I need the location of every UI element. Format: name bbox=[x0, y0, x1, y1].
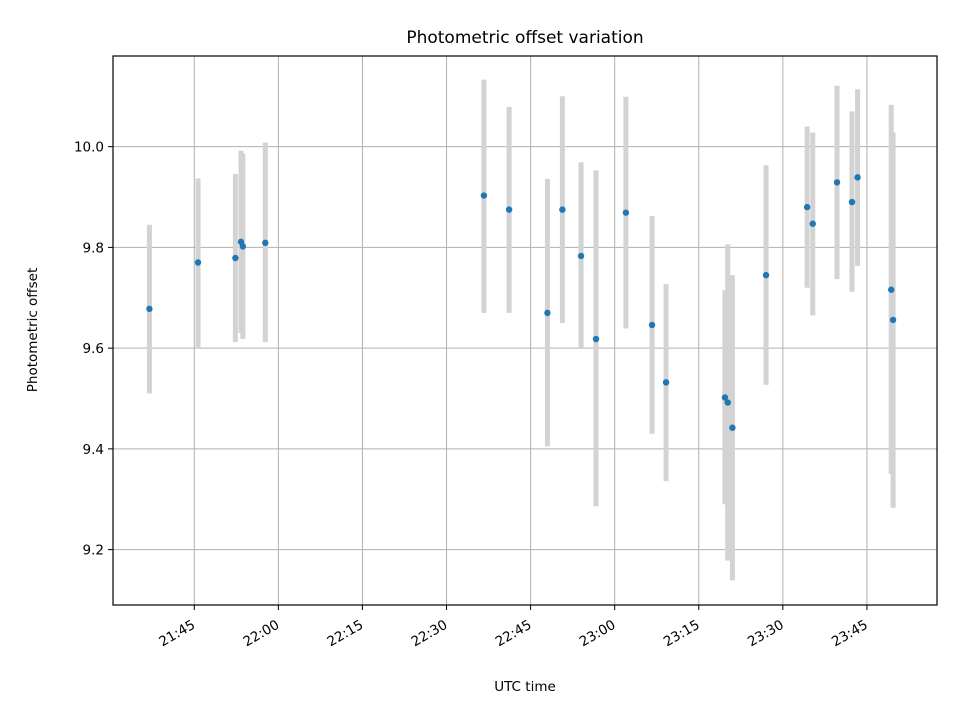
data-point bbox=[232, 254, 239, 262]
data-point bbox=[544, 309, 551, 317]
data-point bbox=[262, 239, 269, 247]
data-point bbox=[577, 252, 585, 260]
data-point bbox=[803, 203, 811, 211]
y-axis-ticks: 9.2 9.4 9.6 9.8 10.0 bbox=[74, 140, 113, 559]
data-point bbox=[888, 286, 895, 293]
y-tick-label: 9.8 bbox=[83, 240, 104, 256]
data-point bbox=[648, 321, 656, 329]
data-point bbox=[833, 179, 841, 186]
data-point bbox=[505, 206, 513, 213]
x-tick-label: 23:00 bbox=[577, 617, 619, 650]
plot-frame bbox=[112, 55, 938, 606]
grid-lines bbox=[113, 56, 937, 605]
data-point bbox=[239, 243, 247, 250]
data-point bbox=[854, 174, 861, 181]
x-tick-label: 21:45 bbox=[156, 617, 198, 650]
y-tick-label: 9.2 bbox=[83, 543, 104, 559]
data-point bbox=[721, 394, 729, 401]
data-point bbox=[729, 424, 736, 431]
data-points bbox=[146, 174, 897, 431]
data-point bbox=[194, 259, 202, 266]
y-tick-label: 9.4 bbox=[83, 442, 104, 458]
data-point bbox=[762, 271, 770, 279]
y-tick-label: 9.6 bbox=[83, 341, 104, 357]
data-point bbox=[724, 399, 731, 406]
x-tick-label: 22:15 bbox=[325, 617, 367, 650]
x-axis-label: UTC time bbox=[494, 679, 556, 695]
x-tick-label: 23:30 bbox=[745, 617, 787, 650]
x-axis-ticks: 21:45 22:00 22:15 22:30 22:45 23:00 23:15 23:30… bbox=[156, 605, 871, 650]
y-axis-label: Photometric offset bbox=[25, 268, 41, 392]
x-tick-label: 23:45 bbox=[829, 617, 871, 650]
data-point bbox=[146, 305, 153, 313]
data-point bbox=[622, 209, 630, 216]
data-point bbox=[559, 206, 566, 213]
data-point bbox=[848, 198, 856, 206]
data-point bbox=[809, 220, 816, 227]
x-tick-label: 22:30 bbox=[409, 617, 451, 650]
chart-title: Photometric offset variation bbox=[406, 28, 643, 48]
data-point bbox=[889, 316, 897, 324]
data-point bbox=[662, 379, 670, 386]
y-tick-label: 10.0 bbox=[74, 140, 104, 156]
data-point bbox=[592, 335, 600, 343]
x-tick-label: 22:45 bbox=[493, 617, 535, 650]
data-point bbox=[480, 192, 488, 199]
errorbars bbox=[146, 79, 896, 581]
x-tick-label: 22:00 bbox=[240, 617, 282, 650]
x-tick-label: 23:15 bbox=[661, 617, 703, 650]
